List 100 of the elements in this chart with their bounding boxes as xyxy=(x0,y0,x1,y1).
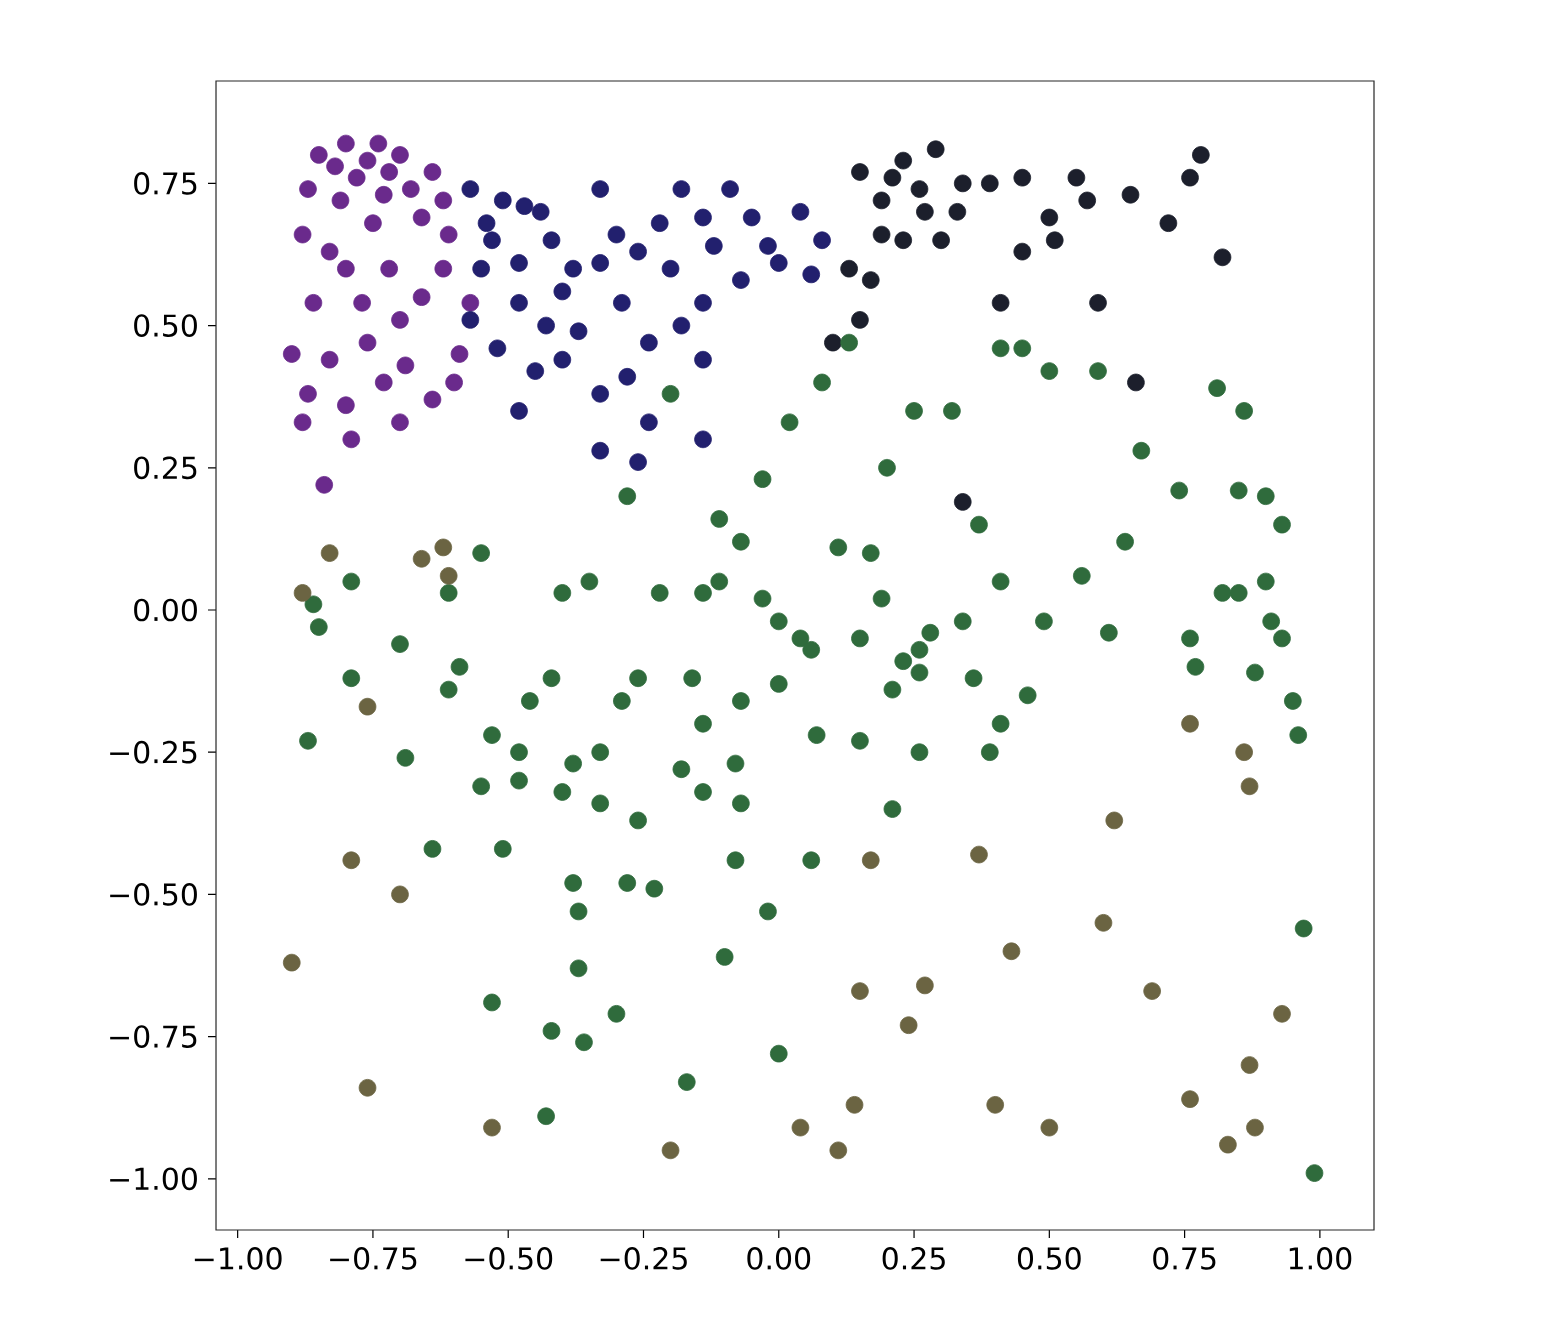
point xyxy=(402,180,420,198)
point xyxy=(423,390,442,409)
point xyxy=(629,242,647,261)
point xyxy=(380,259,398,278)
point xyxy=(1246,1118,1264,1137)
point xyxy=(477,214,496,232)
point xyxy=(721,180,739,198)
point xyxy=(1045,231,1064,250)
y-tick-label: 0.00 xyxy=(134,598,197,622)
x-tick-label: 1.00 xyxy=(1289,1247,1352,1270)
point xyxy=(358,151,377,170)
x-tick-label: 0.00 xyxy=(747,1247,811,1270)
point xyxy=(358,1078,377,1097)
point xyxy=(282,953,301,972)
point xyxy=(883,168,902,187)
point xyxy=(872,191,891,210)
point xyxy=(347,168,366,187)
point xyxy=(618,367,637,386)
point xyxy=(439,567,458,585)
point xyxy=(1273,1005,1291,1023)
point xyxy=(326,157,344,176)
point xyxy=(926,140,945,159)
point xyxy=(434,191,453,210)
point xyxy=(661,259,680,278)
point xyxy=(1240,1056,1259,1074)
point xyxy=(342,430,361,449)
point xyxy=(542,231,561,250)
point xyxy=(953,174,972,193)
point xyxy=(353,294,371,312)
point xyxy=(694,208,712,227)
point xyxy=(591,385,609,403)
point xyxy=(293,225,312,244)
point xyxy=(1213,248,1232,267)
point xyxy=(613,294,631,312)
point xyxy=(304,294,323,312)
point xyxy=(1040,1118,1059,1137)
point xyxy=(1181,1090,1199,1108)
point xyxy=(1240,777,1259,796)
point xyxy=(650,214,669,232)
point xyxy=(672,316,691,335)
point xyxy=(461,294,480,312)
point xyxy=(331,191,350,210)
point xyxy=(531,203,550,221)
point xyxy=(434,538,453,557)
point xyxy=(791,203,810,221)
point xyxy=(851,311,869,329)
x-tick-label: −0.50 xyxy=(465,1247,553,1270)
point xyxy=(1067,168,1086,187)
y-tick-label: 0.50 xyxy=(134,314,197,337)
point xyxy=(791,1118,810,1137)
point xyxy=(948,203,967,221)
point xyxy=(391,311,409,329)
point xyxy=(851,982,869,1000)
point xyxy=(1235,743,1253,761)
point xyxy=(320,350,339,369)
y-tick-label: −0.25 xyxy=(110,740,197,764)
point xyxy=(1105,811,1124,830)
point xyxy=(391,413,409,432)
point xyxy=(439,225,458,244)
point xyxy=(813,231,831,250)
point xyxy=(293,584,312,602)
point xyxy=(510,254,528,272)
point xyxy=(672,180,691,198)
point xyxy=(591,441,609,460)
point xyxy=(299,180,317,198)
point xyxy=(391,146,409,164)
point xyxy=(423,163,442,181)
point xyxy=(337,259,355,278)
point xyxy=(769,254,788,272)
point xyxy=(1121,185,1140,204)
point xyxy=(916,203,934,221)
point xyxy=(364,214,382,232)
point xyxy=(358,333,377,352)
point xyxy=(494,191,512,210)
point xyxy=(986,1096,1005,1114)
point xyxy=(310,146,328,164)
point xyxy=(1181,714,1199,733)
x-tick-label: −0.75 xyxy=(330,1247,417,1270)
point xyxy=(591,180,609,198)
point xyxy=(953,493,972,511)
point xyxy=(829,1141,848,1160)
point xyxy=(861,851,880,870)
point xyxy=(661,1141,680,1160)
point xyxy=(1181,168,1199,187)
x-tick-label: 0.25 xyxy=(882,1247,945,1270)
point xyxy=(445,373,463,392)
point xyxy=(461,311,480,329)
point xyxy=(412,549,431,568)
point xyxy=(412,288,431,306)
point xyxy=(337,396,355,415)
point xyxy=(861,271,880,289)
point xyxy=(342,851,361,870)
point xyxy=(802,265,821,284)
point xyxy=(391,885,409,904)
point xyxy=(1013,242,1032,261)
point xyxy=(1078,191,1097,210)
point xyxy=(629,453,647,471)
point xyxy=(970,845,988,864)
point xyxy=(851,163,869,181)
point xyxy=(759,237,777,255)
